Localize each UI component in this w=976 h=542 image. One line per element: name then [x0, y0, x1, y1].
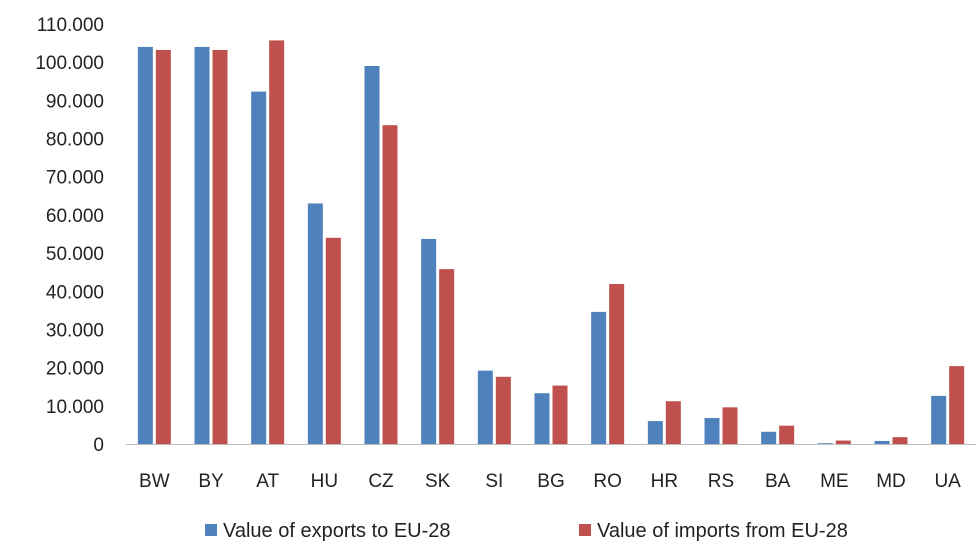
bar-exports-sk	[421, 238, 437, 444]
x-tick-label: HR	[651, 471, 678, 492]
x-tick-label: BA	[765, 471, 791, 492]
bar-imports-bg	[552, 385, 568, 444]
y-tick-label: 10.000	[46, 397, 104, 418]
bar-imports-md	[892, 437, 908, 444]
bar-exports-ro	[591, 311, 607, 444]
bar-imports-ua	[949, 366, 965, 444]
bar-exports-hr	[647, 421, 663, 444]
x-tick-label: BY	[198, 471, 224, 492]
bar-imports-sk	[439, 269, 455, 444]
y-tick-label: 110.000	[37, 15, 104, 36]
bar-exports-hu	[307, 203, 323, 444]
y-tick-label: 100.000	[35, 53, 104, 74]
x-tick-label: MD	[876, 471, 906, 492]
y-tick-label: 90.000	[46, 91, 104, 112]
bar-imports-si	[495, 376, 511, 444]
legend: Value of exports to EU-28 Value of impor…	[205, 520, 848, 542]
bar-exports-by	[194, 46, 210, 445]
bar-imports-ba	[779, 425, 795, 444]
legend-label-exports: Value of exports to EU-28	[223, 520, 451, 542]
bar-exports-at	[251, 91, 267, 444]
y-tick-label: 30.000	[46, 320, 104, 341]
x-tick-label: RO	[593, 471, 622, 492]
bar-imports-bw	[155, 49, 171, 445]
bar-imports-by	[212, 49, 228, 445]
bar-exports-cz	[364, 66, 380, 444]
y-tick-label: 60.000	[46, 206, 104, 227]
x-tick-label: BW	[139, 471, 170, 492]
bar-exports-rs	[704, 418, 720, 444]
y-tick-label: 50.000	[46, 244, 104, 265]
y-tick-label: 70.000	[46, 168, 104, 189]
bar-imports-hr	[665, 401, 681, 444]
bar-imports-cz	[382, 125, 398, 444]
y-tick-label: 20.000	[46, 359, 104, 380]
bar-exports-bg	[534, 393, 550, 444]
bar-exports-md	[874, 440, 890, 444]
bar-imports-ro	[609, 284, 625, 444]
x-tick-label: UA	[934, 471, 961, 492]
x-tick-label: AT	[256, 471, 279, 492]
x-tick-label: SI	[485, 471, 503, 492]
legend-swatch-imports	[579, 524, 591, 536]
legend-label-imports: Value of imports from EU-28	[597, 520, 848, 542]
y-tick-label: 40.000	[46, 282, 104, 303]
x-tick-label: SK	[425, 471, 451, 492]
x-tick-label: HU	[311, 471, 338, 492]
x-axis: BW BY AT HU CZ SK SI BG RO HR RS BA ME MD UA	[126, 444, 976, 492]
y-tick-label: 0	[93, 435, 104, 456]
legend-swatch-exports	[205, 524, 217, 536]
bar-exports-si	[477, 370, 493, 444]
y-axis: 0 10.000 20.000 30.000 40.000 50.000 60.000 70.…	[35, 15, 104, 456]
bar-imports-me	[835, 440, 851, 444]
y-tick-label: 80.000	[46, 130, 104, 151]
bar-exports-bw	[137, 46, 153, 445]
bars	[137, 40, 965, 445]
bar-exports-me	[817, 443, 833, 444]
x-tick-label: ME	[820, 471, 849, 492]
x-tick-label: BG	[537, 471, 564, 492]
bar-exports-ua	[931, 395, 947, 444]
x-tick-label: RS	[708, 471, 734, 492]
x-tick-label: CZ	[368, 471, 394, 492]
bar-imports-at	[269, 40, 285, 444]
bar-exports-ba	[761, 431, 777, 444]
bar-imports-rs	[722, 407, 738, 444]
bar-imports-hu	[325, 237, 341, 444]
